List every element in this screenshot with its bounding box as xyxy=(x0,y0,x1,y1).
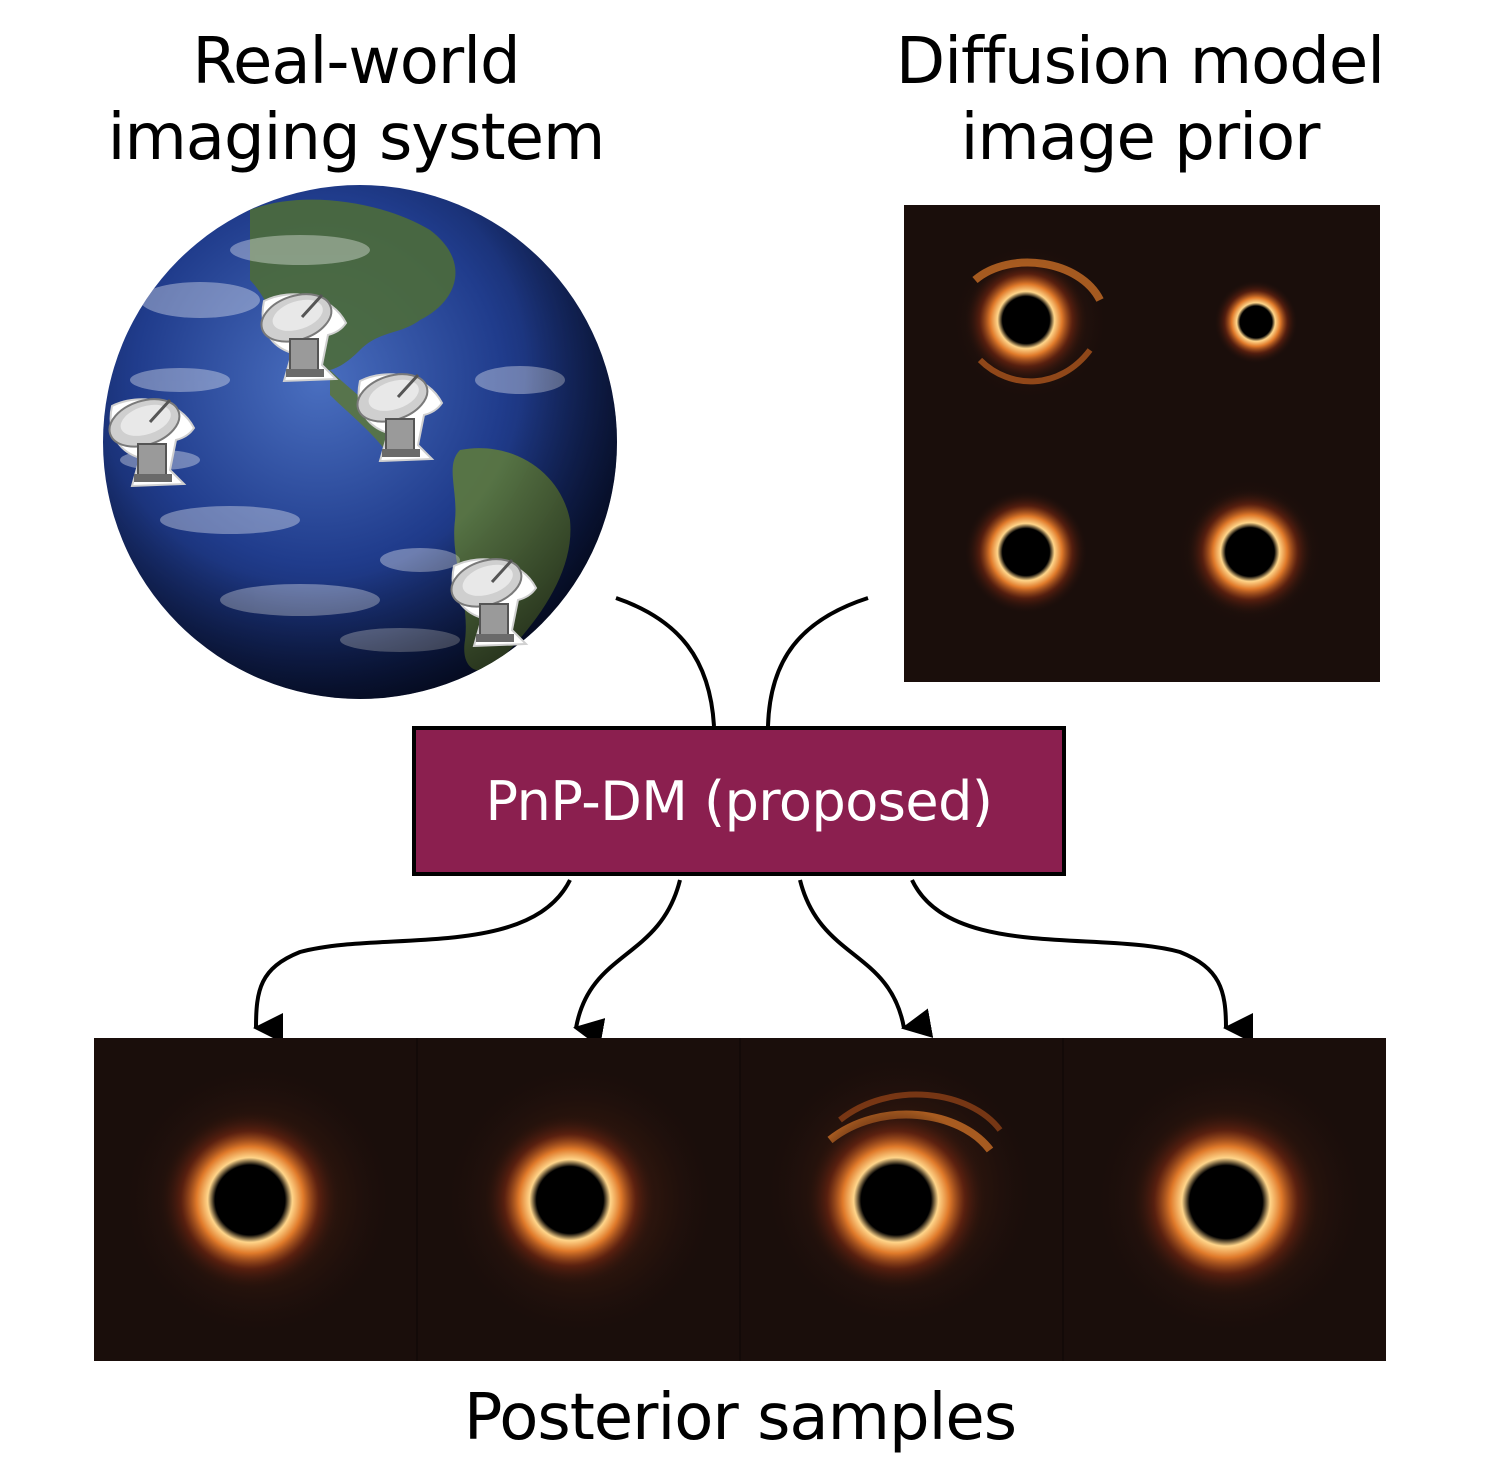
posterior-samples-title: Posterior samples xyxy=(463,1381,1017,1455)
method-box: PnP-DM (proposed) xyxy=(412,726,1066,876)
posterior-samples-image xyxy=(94,1038,1386,1361)
prior-samples-image xyxy=(904,205,1380,682)
imaging-system-title-line-1: Real-world xyxy=(192,25,520,99)
imaging-system-title: Real-world imaging system xyxy=(86,24,626,176)
arrow-sample-3 xyxy=(798,879,934,1038)
connector-prior xyxy=(766,596,869,727)
image-prior-title-line-1: Diffusion model xyxy=(895,25,1385,99)
arrow-sample-4 xyxy=(910,879,1254,1043)
earth-globe-image xyxy=(103,185,617,699)
method-label: PnP-DM (proposed) xyxy=(485,769,993,833)
connector-earth xyxy=(615,596,716,727)
image-prior-title-line-2: image prior xyxy=(960,101,1321,175)
arrow-sample-1 xyxy=(253,879,572,1044)
arrow-sample-2 xyxy=(573,879,682,1048)
imaging-system-title-line-2: imaging system xyxy=(107,101,606,175)
image-prior-title: Diffusion model image prior xyxy=(860,24,1420,176)
